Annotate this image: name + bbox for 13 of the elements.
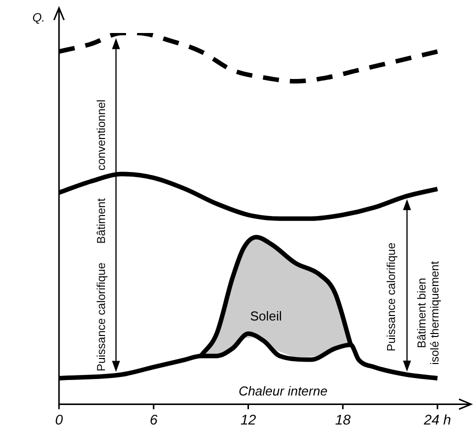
annotation: Chaleur interne [238, 384, 328, 399]
annotation: Puissance calorifique [386, 242, 398, 352]
x-tick-label: 18 [335, 411, 351, 428]
annotation: Soleil [250, 308, 282, 324]
annotation: Puissance calorifique [96, 262, 108, 372]
x-tick-label: 24 h [422, 411, 452, 428]
annotation: Bâtiment bien isolé thermiquement [416, 260, 442, 365]
x-tick-label: 6 [150, 411, 158, 428]
x-tick-label: 0 [55, 411, 64, 428]
annotation: conventionnel [96, 100, 108, 170]
x-tick-label: 12 [240, 411, 256, 428]
annotation: Bâtiment [96, 198, 108, 244]
y-axis-title: Q. [32, 10, 45, 24]
